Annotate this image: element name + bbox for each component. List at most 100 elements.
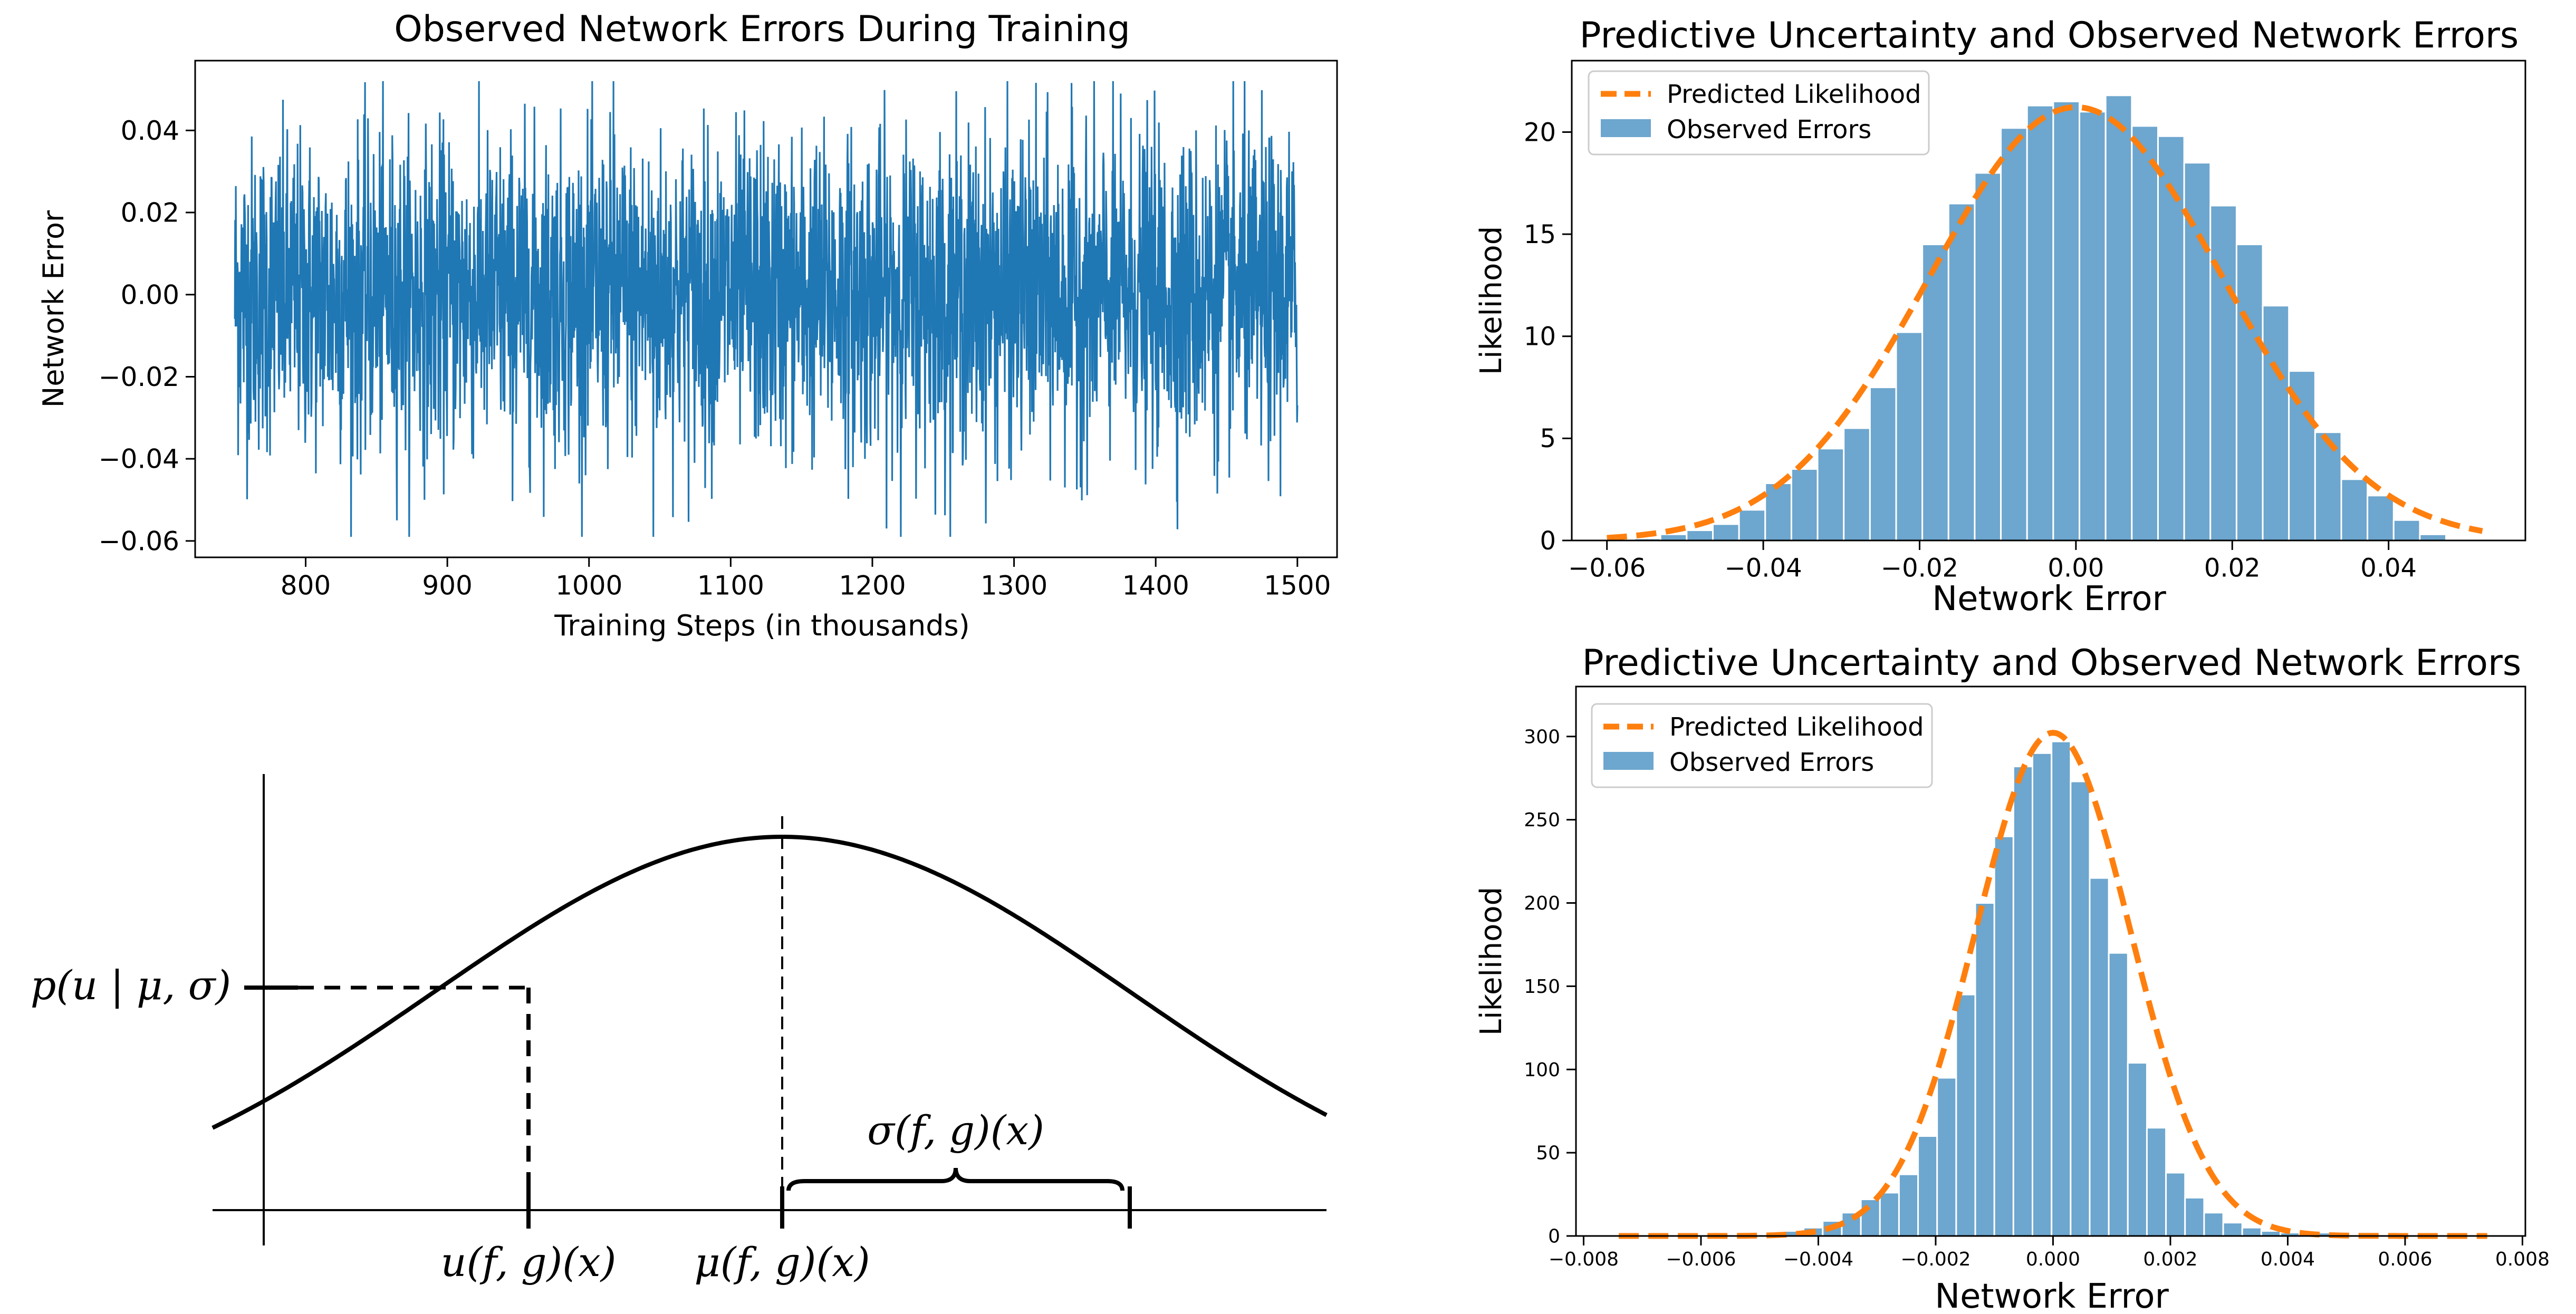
- chart1-axes: 800 900 1000 1100 1200 1300 1400 1500 0.04 0.02 0.…: [99, 115, 1331, 601]
- chart3-bar: [2070, 780, 2091, 1237]
- chart2-legend-box: [1588, 70, 1930, 156]
- chart3-legend-box: [1591, 703, 1933, 788]
- chart1-xtick-label: 900: [422, 571, 472, 601]
- chart3-bar: [2012, 766, 2034, 1237]
- chart2-bar: [1738, 509, 1766, 542]
- chart3-ytick-label: 100: [1524, 1059, 1560, 1081]
- chart3-xtick-label: −0.006: [1666, 1249, 1736, 1270]
- chart2-bar: [1869, 387, 1897, 542]
- chart3-xtick-label: −0.008: [1549, 1249, 1619, 1270]
- chart3-bar: [2146, 1127, 2167, 1237]
- chart1-ytick-label: 0.00: [121, 279, 179, 310]
- diagram-sigma-label: σ(f, g)(x): [867, 1107, 1044, 1154]
- chart3-bar: [2165, 1172, 2186, 1237]
- chart3-bar: [2184, 1196, 2205, 1237]
- chart2-bar: [2419, 533, 2447, 542]
- chart3-bar: [2203, 1212, 2224, 1237]
- chart3-title: Predictive Uncertainty and Observed Netw…: [1582, 642, 2522, 684]
- chart2-xlabel: Network Error: [1932, 579, 2166, 619]
- chart2-legend-bar-label: Observed Errors: [1667, 115, 1871, 144]
- chart2-bar: [1921, 244, 1949, 542]
- chart3-xtick-label: −0.004: [1783, 1249, 1853, 1270]
- diagram-mu-label: μ(f, g)(x): [694, 1239, 870, 1286]
- chart3-ytick-label: 200: [1524, 893, 1560, 914]
- diagram-density-label: p(u | μ, σ): [31, 962, 231, 1009]
- chart2-legend-bar-swatch: [1601, 119, 1651, 137]
- chart2-xtick-label: −0.02: [1881, 553, 1958, 583]
- chart3-xtick-label: 0.000: [2026, 1249, 2080, 1270]
- chart-training-errors: Observed Network Errors During Training …: [37, 8, 1338, 642]
- chart2-bar: [2209, 205, 2237, 542]
- chart2-bar: [2026, 104, 2054, 542]
- chart2-bar: [1947, 202, 1976, 542]
- chart2-bar: [2392, 519, 2421, 542]
- chart3-ytick-label: 300: [1524, 726, 1560, 748]
- chart3-bar: [1936, 1077, 1957, 1237]
- chart2-ytick-label: 20: [1524, 118, 1556, 147]
- chart3-legend-curve-label: Predicted Likelihood: [1669, 712, 1924, 742]
- chart3-legend: Predicted Likelihood Observed Errors: [1591, 703, 1933, 788]
- chart1-xtick-label: 1400: [1122, 571, 1189, 601]
- chart3-bar: [1860, 1199, 1881, 1237]
- chart3-bar: [1917, 1135, 1938, 1237]
- chart3-ytick-label: 50: [1536, 1143, 1560, 1164]
- chart2-legend-curve-label: Predicted Likelihood: [1667, 80, 1921, 109]
- chart2-xtick-label: −0.04: [1725, 553, 1802, 583]
- chart2-bar: [1790, 468, 1819, 542]
- chart2-bar: [2340, 478, 2369, 542]
- chart2-bar: [2052, 100, 2081, 542]
- chart3-legend-bar-swatch: [1603, 752, 1654, 770]
- chart3-bar: [1974, 902, 1995, 1237]
- chart2-bar: [1764, 482, 1792, 542]
- chart2-bar: [2104, 94, 2133, 542]
- chart3-bar: [1898, 1173, 1919, 1237]
- chart3-bar: [2032, 752, 2053, 1237]
- chart1-line: [234, 81, 1299, 537]
- diagram-bell-curve: [212, 835, 1328, 1130]
- chart1-ylabel: Network Error: [37, 210, 70, 408]
- chart2-ytick-label: 15: [1524, 220, 1556, 249]
- chart1-series: [234, 81, 1299, 537]
- chart2-bar: [2367, 495, 2395, 542]
- chart2-bar: [1816, 448, 1845, 542]
- chart2-bar: [2157, 135, 2185, 542]
- chart2-bar: [1712, 523, 1740, 542]
- chart1-xtick-label: 1500: [1264, 571, 1331, 601]
- chart1-ytick-label: −0.06: [99, 526, 179, 556]
- chart2-ylabel: Likelihood: [1474, 226, 1508, 375]
- chart2-axes: −0.06 −0.04 −0.02 0.00 0.02 0.04 0 5 10 15 20: [1524, 118, 2417, 583]
- chart2-frame: [1571, 60, 2526, 542]
- chart2-bar: [2000, 127, 2028, 542]
- chart2-bars: [1633, 94, 2447, 542]
- chart2-title: Predictive Uncertainty and Observed Netw…: [1580, 15, 2519, 56]
- chart3-xtick-label: 0.008: [2495, 1249, 2550, 1270]
- chart3-bar: [1879, 1192, 1900, 1237]
- chart2-bar: [2079, 111, 2107, 542]
- chart2-legend: Predicted Likelihood Observed Errors: [1588, 70, 1930, 156]
- chart2-xtick-label: −0.06: [1568, 553, 1646, 583]
- chart3-bar: [2222, 1222, 2243, 1237]
- chart1-xtick-label: 1300: [981, 571, 1047, 601]
- chart1-xtick-label: 1000: [555, 571, 622, 601]
- diagram-normal-distribution: p(u | μ, σ) σ(f, g)(x) u(f, g)(x) μ(f, g…: [31, 774, 1328, 1286]
- chart3-ylabel: Likelihood: [1474, 887, 1508, 1036]
- chart3-xtick-label: −0.002: [1900, 1249, 1971, 1270]
- chart2-bar: [2235, 244, 2264, 542]
- chart2-bar: [1686, 529, 1714, 542]
- chart3-bar: [2051, 740, 2072, 1237]
- chart3-legend-bar-label: Observed Errors: [1669, 748, 1874, 777]
- chart2-bar: [2131, 125, 2159, 542]
- chart3-ytick-label: 250: [1524, 809, 1560, 831]
- chart1-ytick-label: 0.04: [121, 115, 179, 146]
- chart1-ytick-label: 0.02: [121, 198, 179, 228]
- chart3-xtick-label: 0.004: [2261, 1249, 2315, 1270]
- chart2-xtick-label: 0.02: [2204, 553, 2261, 583]
- chart3-bar: [2127, 1062, 2148, 1237]
- chart2-ytick-label: 0: [1540, 526, 1556, 556]
- chart2-likelihood-curve: [1607, 104, 2483, 541]
- chart1-ytick-label: −0.04: [99, 444, 179, 475]
- chart1-xtick-label: 1200: [839, 571, 906, 601]
- chart1-xtick-label: 800: [281, 571, 331, 601]
- chart3-bar: [1993, 835, 2014, 1237]
- chart2-bar: [1843, 427, 1871, 542]
